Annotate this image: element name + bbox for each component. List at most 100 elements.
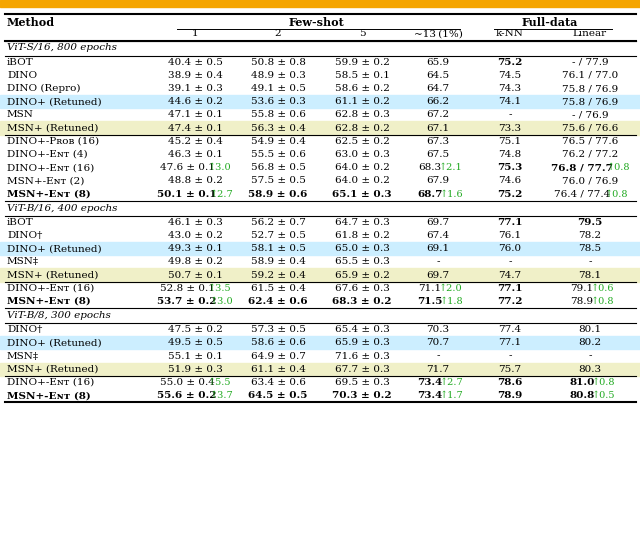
Text: 69.1: 69.1	[426, 244, 449, 253]
Text: ↑0.6: ↑0.6	[591, 284, 615, 293]
Text: k-NN: k-NN	[496, 30, 524, 38]
Text: 45.2 ± 0.4: 45.2 ± 0.4	[168, 137, 223, 146]
Text: 74.3: 74.3	[499, 84, 522, 93]
Text: 68.7: 68.7	[417, 189, 443, 199]
Text: DINO+-Eɴᴛ (16): DINO+-Eɴᴛ (16)	[7, 163, 94, 172]
Text: 63.4 ± 0.6: 63.4 ± 0.6	[251, 378, 305, 387]
Text: 49.1 ± 0.5: 49.1 ± 0.5	[251, 84, 305, 93]
Text: 47.5 ± 0.2: 47.5 ± 0.2	[168, 325, 223, 334]
Text: DINO+ (Retuned): DINO+ (Retuned)	[7, 244, 102, 253]
Text: ↑3.5: ↑3.5	[208, 284, 232, 293]
Text: 75.3: 75.3	[497, 163, 523, 172]
Text: 52.8 ± 0.1: 52.8 ± 0.1	[159, 284, 214, 293]
Text: Method: Method	[7, 18, 55, 29]
Text: 58.9 ± 0.6: 58.9 ± 0.6	[248, 189, 308, 199]
Text: 62.8 ± 0.3: 62.8 ± 0.3	[335, 110, 389, 119]
Bar	[0, 242, 640, 255]
Text: 75.1: 75.1	[499, 137, 522, 146]
Text: ↑0.5: ↑0.5	[592, 391, 616, 400]
Text: 56.3 ± 0.4: 56.3 ± 0.4	[251, 124, 305, 133]
Text: 81.0: 81.0	[570, 378, 595, 387]
Text: 67.6 ± 0.3: 67.6 ± 0.3	[335, 284, 389, 293]
Text: 64.0 ± 0.2: 64.0 ± 0.2	[335, 163, 389, 172]
Text: 47.1 ± 0.1: 47.1 ± 0.1	[168, 110, 223, 119]
Text: 55.6 ± 0.2: 55.6 ± 0.2	[157, 391, 217, 400]
Text: 40.4 ± 0.5: 40.4 ± 0.5	[168, 58, 223, 66]
Text: 75.8 / 76.9: 75.8 / 76.9	[562, 97, 618, 106]
Text: 62.5 ± 0.2: 62.5 ± 0.2	[335, 137, 389, 146]
Text: 76.8 / 77.7: 76.8 / 77.7	[551, 163, 613, 172]
Text: 78.1: 78.1	[579, 271, 602, 279]
Text: 67.3: 67.3	[426, 137, 449, 146]
Text: 76.1 / 77.0: 76.1 / 77.0	[562, 71, 618, 80]
Text: ↑1.7: ↑1.7	[440, 391, 464, 400]
Text: ↑3.7: ↑3.7	[210, 391, 234, 400]
Text: -: -	[508, 110, 512, 119]
Text: 77.1: 77.1	[499, 338, 522, 348]
Text: 55.0 ± 0.4: 55.0 ± 0.4	[159, 378, 214, 387]
Text: ↑2.7: ↑2.7	[440, 378, 464, 387]
Text: DINO†: DINO†	[7, 325, 42, 334]
Text: iBOT: iBOT	[7, 58, 34, 66]
Text: 67.1: 67.1	[426, 124, 449, 133]
Text: 58.6 ± 0.2: 58.6 ± 0.2	[335, 84, 389, 93]
Text: 43.0 ± 0.2: 43.0 ± 0.2	[168, 231, 223, 240]
Text: 47.6 ± 0.1: 47.6 ± 0.1	[159, 163, 214, 172]
Text: 65.4 ± 0.3: 65.4 ± 0.3	[335, 325, 389, 334]
Text: ViT-B/8, 300 epochs: ViT-B/8, 300 epochs	[7, 311, 111, 320]
Text: 69.5 ± 0.3: 69.5 ± 0.3	[335, 378, 389, 387]
Text: MSN+-Eɴᴛ (8): MSN+-Eɴᴛ (8)	[7, 297, 91, 306]
Text: Full-data: Full-data	[522, 18, 578, 29]
Text: 50.8 ± 0.8: 50.8 ± 0.8	[251, 58, 305, 66]
Text: 64.5 ± 0.5: 64.5 ± 0.5	[248, 391, 308, 400]
Text: 38.9 ± 0.4: 38.9 ± 0.4	[168, 71, 223, 80]
Text: 1: 1	[192, 30, 198, 38]
Text: 76.2 / 77.2: 76.2 / 77.2	[562, 150, 618, 159]
Text: 76.0: 76.0	[499, 244, 522, 253]
Text: 78.6: 78.6	[497, 378, 523, 387]
Text: MSN: MSN	[7, 110, 34, 119]
Text: 47.4 ± 0.1: 47.4 ± 0.1	[168, 124, 223, 133]
Text: 80.1: 80.1	[579, 325, 602, 334]
Text: 61.5 ± 0.4: 61.5 ± 0.4	[251, 284, 305, 293]
Text: 63.0 ± 0.3: 63.0 ± 0.3	[335, 150, 389, 159]
Text: 48.8 ± 0.2: 48.8 ± 0.2	[168, 176, 223, 186]
Text: iBOT: iBOT	[7, 218, 34, 227]
Text: ViT-S/16, 800 epochs: ViT-S/16, 800 epochs	[7, 43, 117, 53]
Text: 74.6: 74.6	[499, 176, 522, 186]
Text: 52.7 ± 0.5: 52.7 ± 0.5	[251, 231, 305, 240]
Text: MSN+-Eɴᴛ (2): MSN+-Eɴᴛ (2)	[7, 176, 84, 186]
Text: 65.9 ± 0.3: 65.9 ± 0.3	[335, 338, 389, 348]
Text: 69.7: 69.7	[426, 218, 449, 227]
Text: 80.2: 80.2	[579, 338, 602, 348]
Text: 62.4 ± 0.6: 62.4 ± 0.6	[248, 297, 308, 306]
Text: ↑2.7: ↑2.7	[210, 189, 234, 199]
Text: 67.4: 67.4	[426, 231, 449, 240]
Text: 74.7: 74.7	[499, 271, 522, 279]
Text: 71.5: 71.5	[417, 297, 443, 306]
Text: ↑1.8: ↑1.8	[440, 297, 463, 306]
Text: ↑2.1: ↑2.1	[439, 163, 463, 172]
Text: 75.2: 75.2	[497, 189, 523, 199]
Text: 70.3: 70.3	[426, 325, 449, 334]
Text: 70.7: 70.7	[426, 338, 449, 348]
Text: 39.1 ± 0.3: 39.1 ± 0.3	[168, 84, 223, 93]
Text: MSN+ (Retuned): MSN+ (Retuned)	[7, 124, 99, 133]
Text: 50.7 ± 0.1: 50.7 ± 0.1	[168, 271, 223, 279]
Text: 67.2: 67.2	[426, 110, 449, 119]
Text: 53.6 ± 0.3: 53.6 ± 0.3	[251, 97, 305, 106]
Text: 65.5 ± 0.3: 65.5 ± 0.3	[335, 257, 389, 266]
Text: 55.5 ± 0.6: 55.5 ± 0.6	[251, 150, 305, 159]
Text: 73.4: 73.4	[417, 391, 443, 400]
Text: 67.5: 67.5	[426, 150, 449, 159]
Bar	[0, 121, 640, 135]
Text: 64.7 ± 0.3: 64.7 ± 0.3	[335, 218, 389, 227]
Text: 51.9 ± 0.3: 51.9 ± 0.3	[168, 365, 223, 374]
Text: -: -	[508, 351, 512, 361]
Text: 58.5 ± 0.1: 58.5 ± 0.1	[335, 71, 389, 80]
Text: 59.2 ± 0.4: 59.2 ± 0.4	[251, 271, 305, 279]
Text: 74.5: 74.5	[499, 71, 522, 80]
Text: 77.2: 77.2	[497, 297, 523, 306]
Text: 55.1 ± 0.1: 55.1 ± 0.1	[168, 351, 223, 361]
Text: 74.1: 74.1	[499, 97, 522, 106]
